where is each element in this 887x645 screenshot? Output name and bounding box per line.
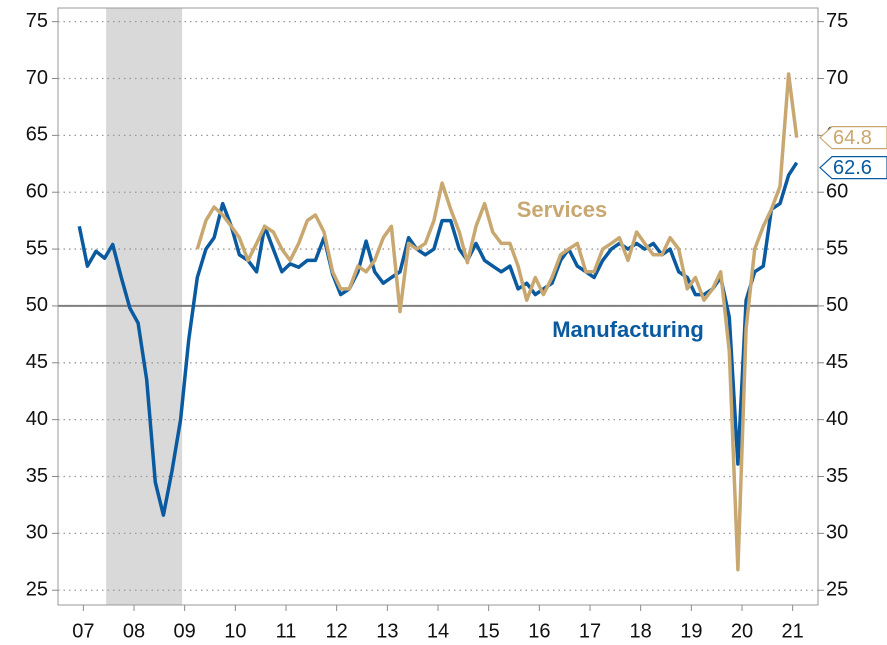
x-tick-label: 18 [630, 620, 652, 642]
y-tick-label: 70 [26, 67, 48, 89]
x-tick-label: 16 [528, 620, 550, 642]
y2-tick-label: 60 [826, 180, 848, 202]
y-tick-label: 30 [26, 522, 48, 544]
y2-tick-label: 35 [826, 465, 848, 487]
x-tick-label: 13 [376, 620, 398, 642]
y2-tick-label: 45 [826, 351, 848, 373]
y-tick-label: 25 [26, 578, 48, 600]
y2-tick-label: 70 [826, 67, 848, 89]
x-tick-label: 09 [174, 620, 196, 642]
x-tick-label: 12 [326, 620, 348, 642]
plot-frame [57, 7, 819, 606]
y-tick-label: 50 [26, 294, 48, 316]
x-tick-label: 15 [478, 620, 500, 642]
end-label-flag [819, 156, 887, 180]
x-tick-label: 17 [579, 620, 601, 642]
y-tick-label: 60 [26, 180, 48, 202]
x-tick-label: 07 [72, 620, 94, 642]
x-tick-label: 19 [680, 620, 702, 642]
y2-tick-label: 25 [826, 578, 848, 600]
y2-tick-label: 30 [826, 522, 848, 544]
x-tick-label: 11 [276, 620, 297, 642]
series-line [77, 161, 799, 517]
y2-tick-label: 55 [826, 237, 848, 259]
series-annotation: Manufacturing [552, 317, 704, 342]
x-tick-label: 21 [782, 620, 804, 642]
y-tick-label: 65 [26, 124, 48, 146]
end-label-flag [819, 126, 887, 150]
x-tick-label: 20 [731, 620, 753, 642]
x-tick-label: 08 [123, 620, 145, 642]
end-label: 64.8 [833, 127, 872, 149]
series-line [195, 72, 799, 572]
y2-tick-label: 50 [826, 294, 848, 316]
y2-tick-label: 75 [826, 10, 848, 32]
y-tick-label: 45 [26, 351, 48, 373]
series-annotation: Services [517, 197, 608, 222]
x-tick-label: 14 [427, 620, 449, 642]
y-tick-label: 75 [26, 10, 48, 32]
y2-tick-label: 40 [826, 408, 848, 430]
end-label: 62.6 [833, 157, 872, 179]
y-tick-label: 55 [26, 237, 48, 259]
y-tick-label: 40 [26, 408, 48, 430]
x-tick-label: 10 [224, 620, 246, 642]
y-tick-label: 35 [26, 465, 48, 487]
